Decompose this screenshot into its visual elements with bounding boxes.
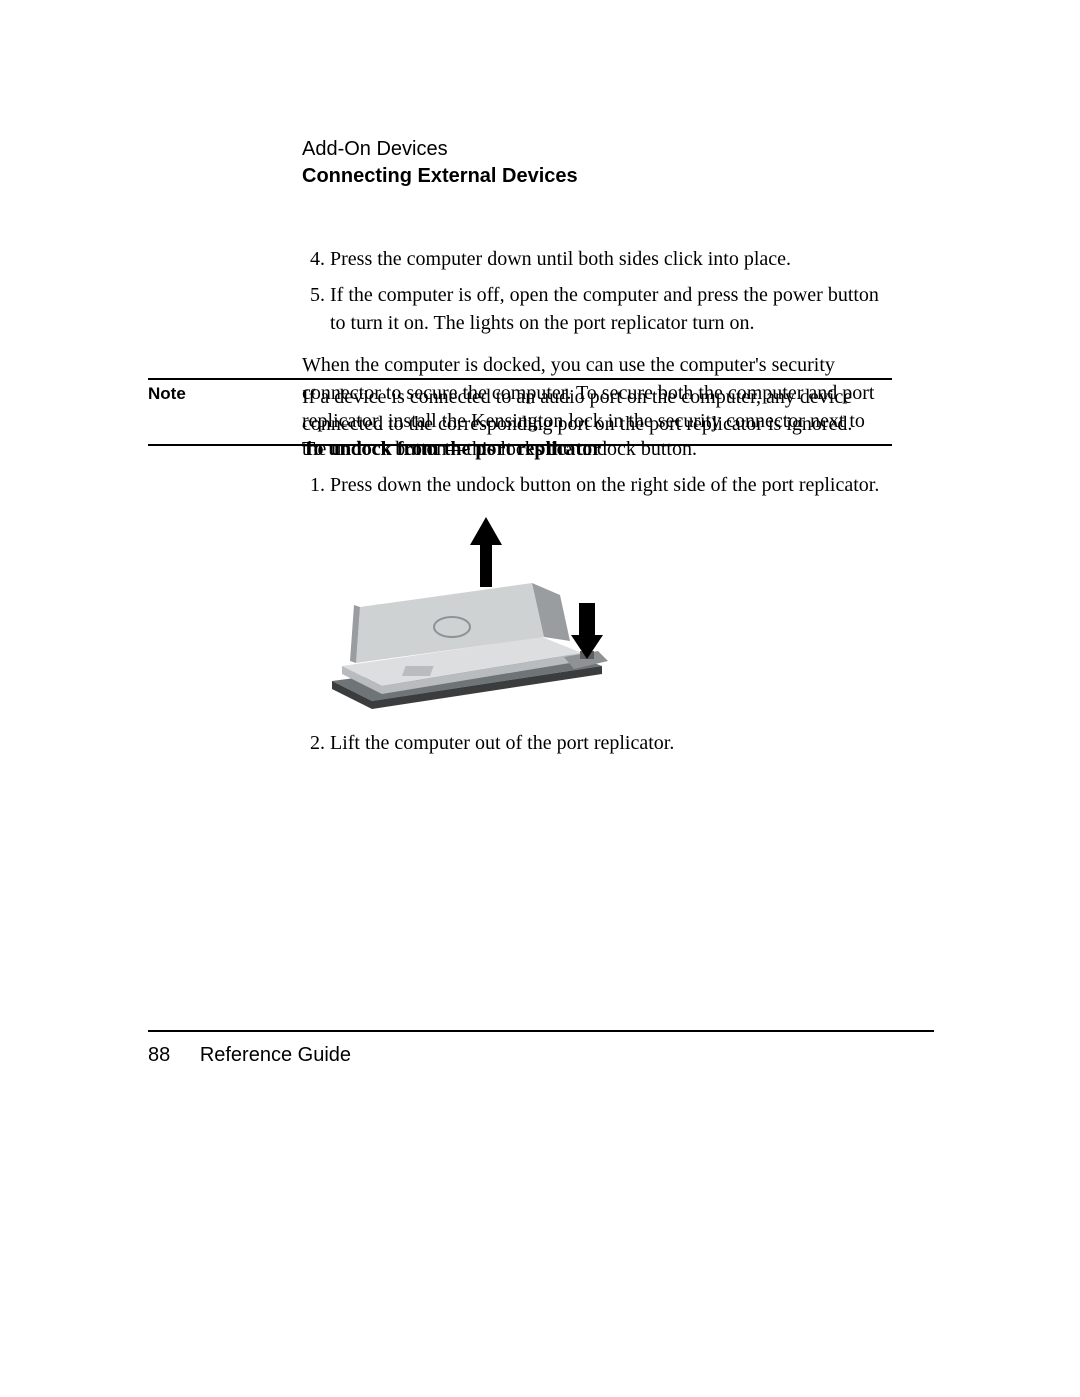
undock-steps-list: Press down the undock button on the righ… — [302, 471, 892, 499]
page-footer: 88 Reference Guide — [148, 1044, 351, 1067]
doc-title: Reference Guide — [200, 1044, 351, 1066]
note-label: Note — [148, 384, 302, 438]
chapter-name: Add-On Devices — [302, 138, 902, 161]
page-number: 88 — [148, 1044, 170, 1067]
undock-illustration — [312, 511, 612, 711]
footer-rule — [148, 1030, 934, 1032]
section-name: Connecting External Devices — [302, 165, 902, 188]
steps-continued-list: Press the computer down until both sides… — [302, 245, 892, 337]
undock-step-2: Lift the computer out of the port replic… — [330, 729, 892, 757]
undock-heading: To undock from the port replicator — [302, 435, 892, 463]
undock-step-1: Press down the undock button on the righ… — [330, 471, 892, 499]
step-4: Press the computer down until both sides… — [330, 245, 892, 273]
undock-steps-list-2: Lift the computer out of the port replic… — [302, 729, 892, 757]
step-5: If the computer is off, open the compute… — [330, 281, 892, 337]
note-text: If a device is connected to an audio por… — [302, 384, 892, 438]
